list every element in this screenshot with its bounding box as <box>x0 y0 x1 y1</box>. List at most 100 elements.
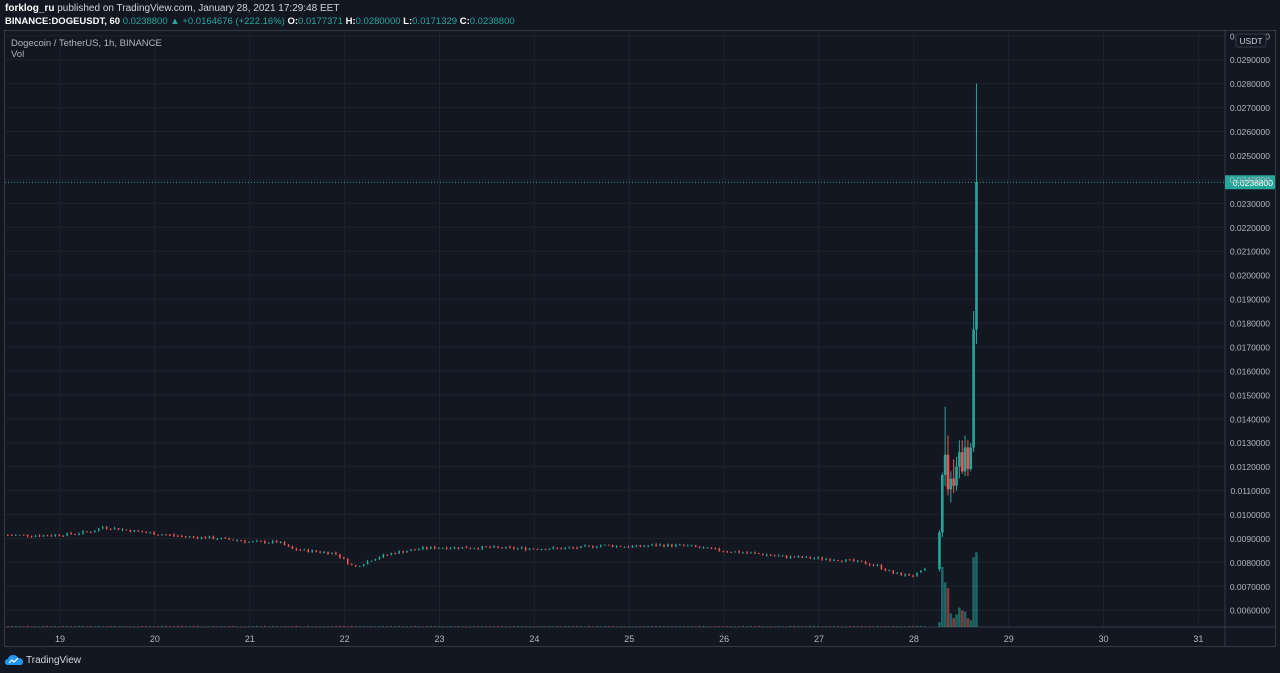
volume-bar <box>469 626 472 628</box>
volume-bar <box>762 626 764 628</box>
volume-bar <box>726 626 729 627</box>
volume-bar <box>734 626 736 628</box>
volume-bar <box>841 626 843 628</box>
price-tick-label: 0.0060000 <box>1230 606 1270 616</box>
candle-body <box>228 537 231 540</box>
volume-bar <box>307 625 310 627</box>
volume-bar <box>904 626 906 628</box>
author-name[interactable]: forklog_ru <box>5 3 55 14</box>
volume-bar <box>940 566 944 627</box>
chart-frame[interactable] <box>4 30 1276 647</box>
volume-bar <box>82 626 84 627</box>
volume-bar <box>433 626 436 627</box>
volume-bar <box>173 626 175 628</box>
candle-body <box>682 544 685 546</box>
volume-bar <box>350 625 353 627</box>
volume-bar <box>730 626 733 628</box>
candle-body <box>279 541 282 543</box>
candle-body <box>655 544 657 546</box>
candle-body <box>177 535 179 537</box>
volume-bar <box>366 626 369 628</box>
volume-bar <box>311 626 314 628</box>
volume-bar <box>161 625 163 627</box>
candle-body <box>762 553 764 556</box>
candle-body <box>188 536 191 538</box>
candle-body <box>813 558 816 560</box>
volume-bar <box>532 626 535 628</box>
volume-bar <box>339 625 341 627</box>
candle-body <box>208 536 211 539</box>
volume-bar <box>267 626 270 628</box>
volume-bar <box>896 626 899 628</box>
candle-body <box>686 545 689 547</box>
candle-body <box>726 551 729 553</box>
volume-bar <box>793 625 796 627</box>
candle-body <box>710 547 713 549</box>
candle-body <box>805 556 808 558</box>
candle-body <box>754 552 756 554</box>
candle-body <box>773 555 776 557</box>
volume-bar <box>825 626 827 628</box>
tradingview-logo[interactable]: TradingView <box>5 654 81 666</box>
price-tick-label: 0.0070000 <box>1230 582 1270 592</box>
price-tick-label: 0.0270000 <box>1230 103 1270 113</box>
volume-bar <box>690 626 693 628</box>
high-label: H: <box>345 16 356 27</box>
candle-body <box>133 530 136 532</box>
volume-bar <box>659 626 661 627</box>
candle-body <box>896 572 899 574</box>
volume-bar <box>315 626 317 628</box>
candle-body <box>10 534 13 536</box>
candle-body <box>74 534 76 536</box>
candle-body <box>473 548 476 550</box>
volume-bar <box>299 626 302 628</box>
candle-body <box>78 533 80 535</box>
candle-body <box>422 547 424 549</box>
candle-body <box>426 547 428 549</box>
volume-bar <box>402 626 404 628</box>
volume-bar <box>615 626 618 628</box>
volume-bar <box>374 626 377 628</box>
volume-bar <box>489 626 491 627</box>
candle-body <box>291 546 294 549</box>
candle-body <box>952 478 955 486</box>
volume-bar <box>275 626 278 627</box>
candle-body <box>331 552 333 555</box>
candle-body <box>378 557 381 560</box>
candle-body <box>267 542 270 544</box>
volume-bar <box>679 626 681 628</box>
volume-bar <box>291 626 294 628</box>
candle-body <box>659 544 661 546</box>
volume-bar <box>884 626 887 627</box>
candle-body <box>437 548 440 550</box>
volume-bar <box>220 626 223 628</box>
candle-body <box>30 536 33 538</box>
candle-body <box>714 548 717 550</box>
low-label: L: <box>403 16 413 27</box>
volume-bar <box>335 625 337 627</box>
candle-body <box>180 535 183 537</box>
candle-body <box>540 548 543 550</box>
volume-bar <box>540 626 543 628</box>
candle-body <box>66 532 68 536</box>
candle-body <box>485 546 487 548</box>
time-tick-label: 22 <box>340 634 350 644</box>
volume-bar <box>516 626 519 627</box>
volume-bar <box>603 625 606 627</box>
candle-body <box>568 547 570 549</box>
candle-body <box>548 548 551 550</box>
price-tick-label: 0.0140000 <box>1230 414 1270 424</box>
volume-bar <box>955 614 958 627</box>
candle-body <box>350 563 353 566</box>
price-tick-label: 0.0280000 <box>1230 79 1270 89</box>
candle-body <box>461 547 464 549</box>
volume-bar <box>576 626 578 627</box>
candle-body <box>777 555 780 557</box>
candle-body <box>220 537 223 539</box>
candle-body <box>232 539 234 541</box>
candle-body <box>90 531 92 533</box>
time-tick-label: 28 <box>909 634 919 644</box>
candle-body <box>346 558 349 564</box>
candle-body <box>817 557 819 559</box>
